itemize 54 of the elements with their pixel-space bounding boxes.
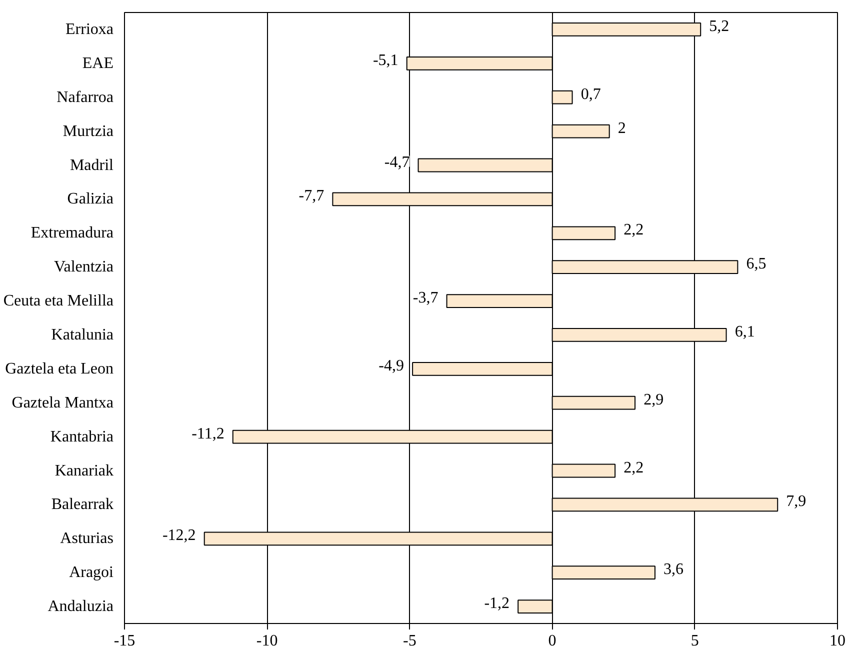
y-tick-label: Kanariak: [54, 462, 114, 480]
y-tick-label: Valentzia: [54, 258, 114, 276]
y-tick-label: Galizia: [67, 190, 114, 208]
x-tick-label: 5: [690, 632, 699, 648]
bar: [552, 464, 616, 478]
data-label: 6,5: [746, 256, 766, 273]
bar: [552, 226, 616, 240]
data-label: -7,7: [298, 188, 324, 205]
bar: [552, 566, 656, 580]
x-tick-label: -10: [256, 632, 278, 648]
y-tick-label: Katalunia: [51, 326, 114, 344]
bar: [418, 158, 553, 172]
bar: [446, 294, 553, 308]
y-tick-label: Asturias: [60, 530, 114, 548]
y-tick-label: Madril: [70, 156, 114, 174]
y-tick-label: Andaluzia: [48, 598, 114, 616]
data-label: 2: [618, 120, 626, 137]
data-label: -3,7: [412, 290, 438, 307]
data-label: -11,2: [192, 425, 224, 442]
y-tick-label: Balearrak: [51, 496, 114, 514]
x-tick-label: 0: [548, 632, 556, 648]
y-tick-label: Kantabria: [50, 428, 114, 446]
data-label: -4,7: [384, 154, 410, 171]
y-tick-label: Aragoi: [69, 564, 114, 582]
bar: [332, 192, 553, 206]
y-tick-label: Ceuta eta Melilla: [3, 292, 114, 310]
bar: [518, 600, 553, 614]
data-label: 3,6: [664, 561, 684, 578]
data-label: 0,7: [580, 86, 601, 103]
data-label: 2,2: [624, 459, 644, 476]
data-label: 7,9: [786, 493, 806, 510]
bar: [552, 124, 610, 138]
y-tick-label: Murtzia: [62, 122, 114, 140]
data-label: -5,1: [372, 52, 398, 69]
y-tick-label: Gaztela eta Leon: [5, 360, 114, 378]
data-label: 5,2: [709, 18, 730, 35]
y-tick-label: Errioxa: [66, 20, 114, 38]
bar: [406, 56, 553, 70]
x-tick-label: -5: [403, 632, 416, 648]
bar: [552, 396, 636, 410]
data-label: -1,2: [484, 595, 510, 612]
x-tick-label: 10: [830, 632, 846, 648]
data-label: 2,2: [624, 222, 644, 239]
y-tick-label: EAE: [82, 54, 114, 72]
data-label: -4,9: [378, 357, 404, 374]
data-label: 6,1: [734, 323, 755, 340]
data-label: -12,2: [162, 527, 196, 544]
y-tick-label: Gaztela Mantxa: [12, 394, 114, 412]
y-tick-label: Extremadura: [30, 224, 114, 242]
bar: [552, 90, 573, 104]
data-label: 2,9: [644, 391, 664, 408]
y-tick-label: Nafarroa: [56, 88, 114, 106]
bar: [412, 362, 553, 376]
x-tick-label: -15: [114, 632, 136, 648]
